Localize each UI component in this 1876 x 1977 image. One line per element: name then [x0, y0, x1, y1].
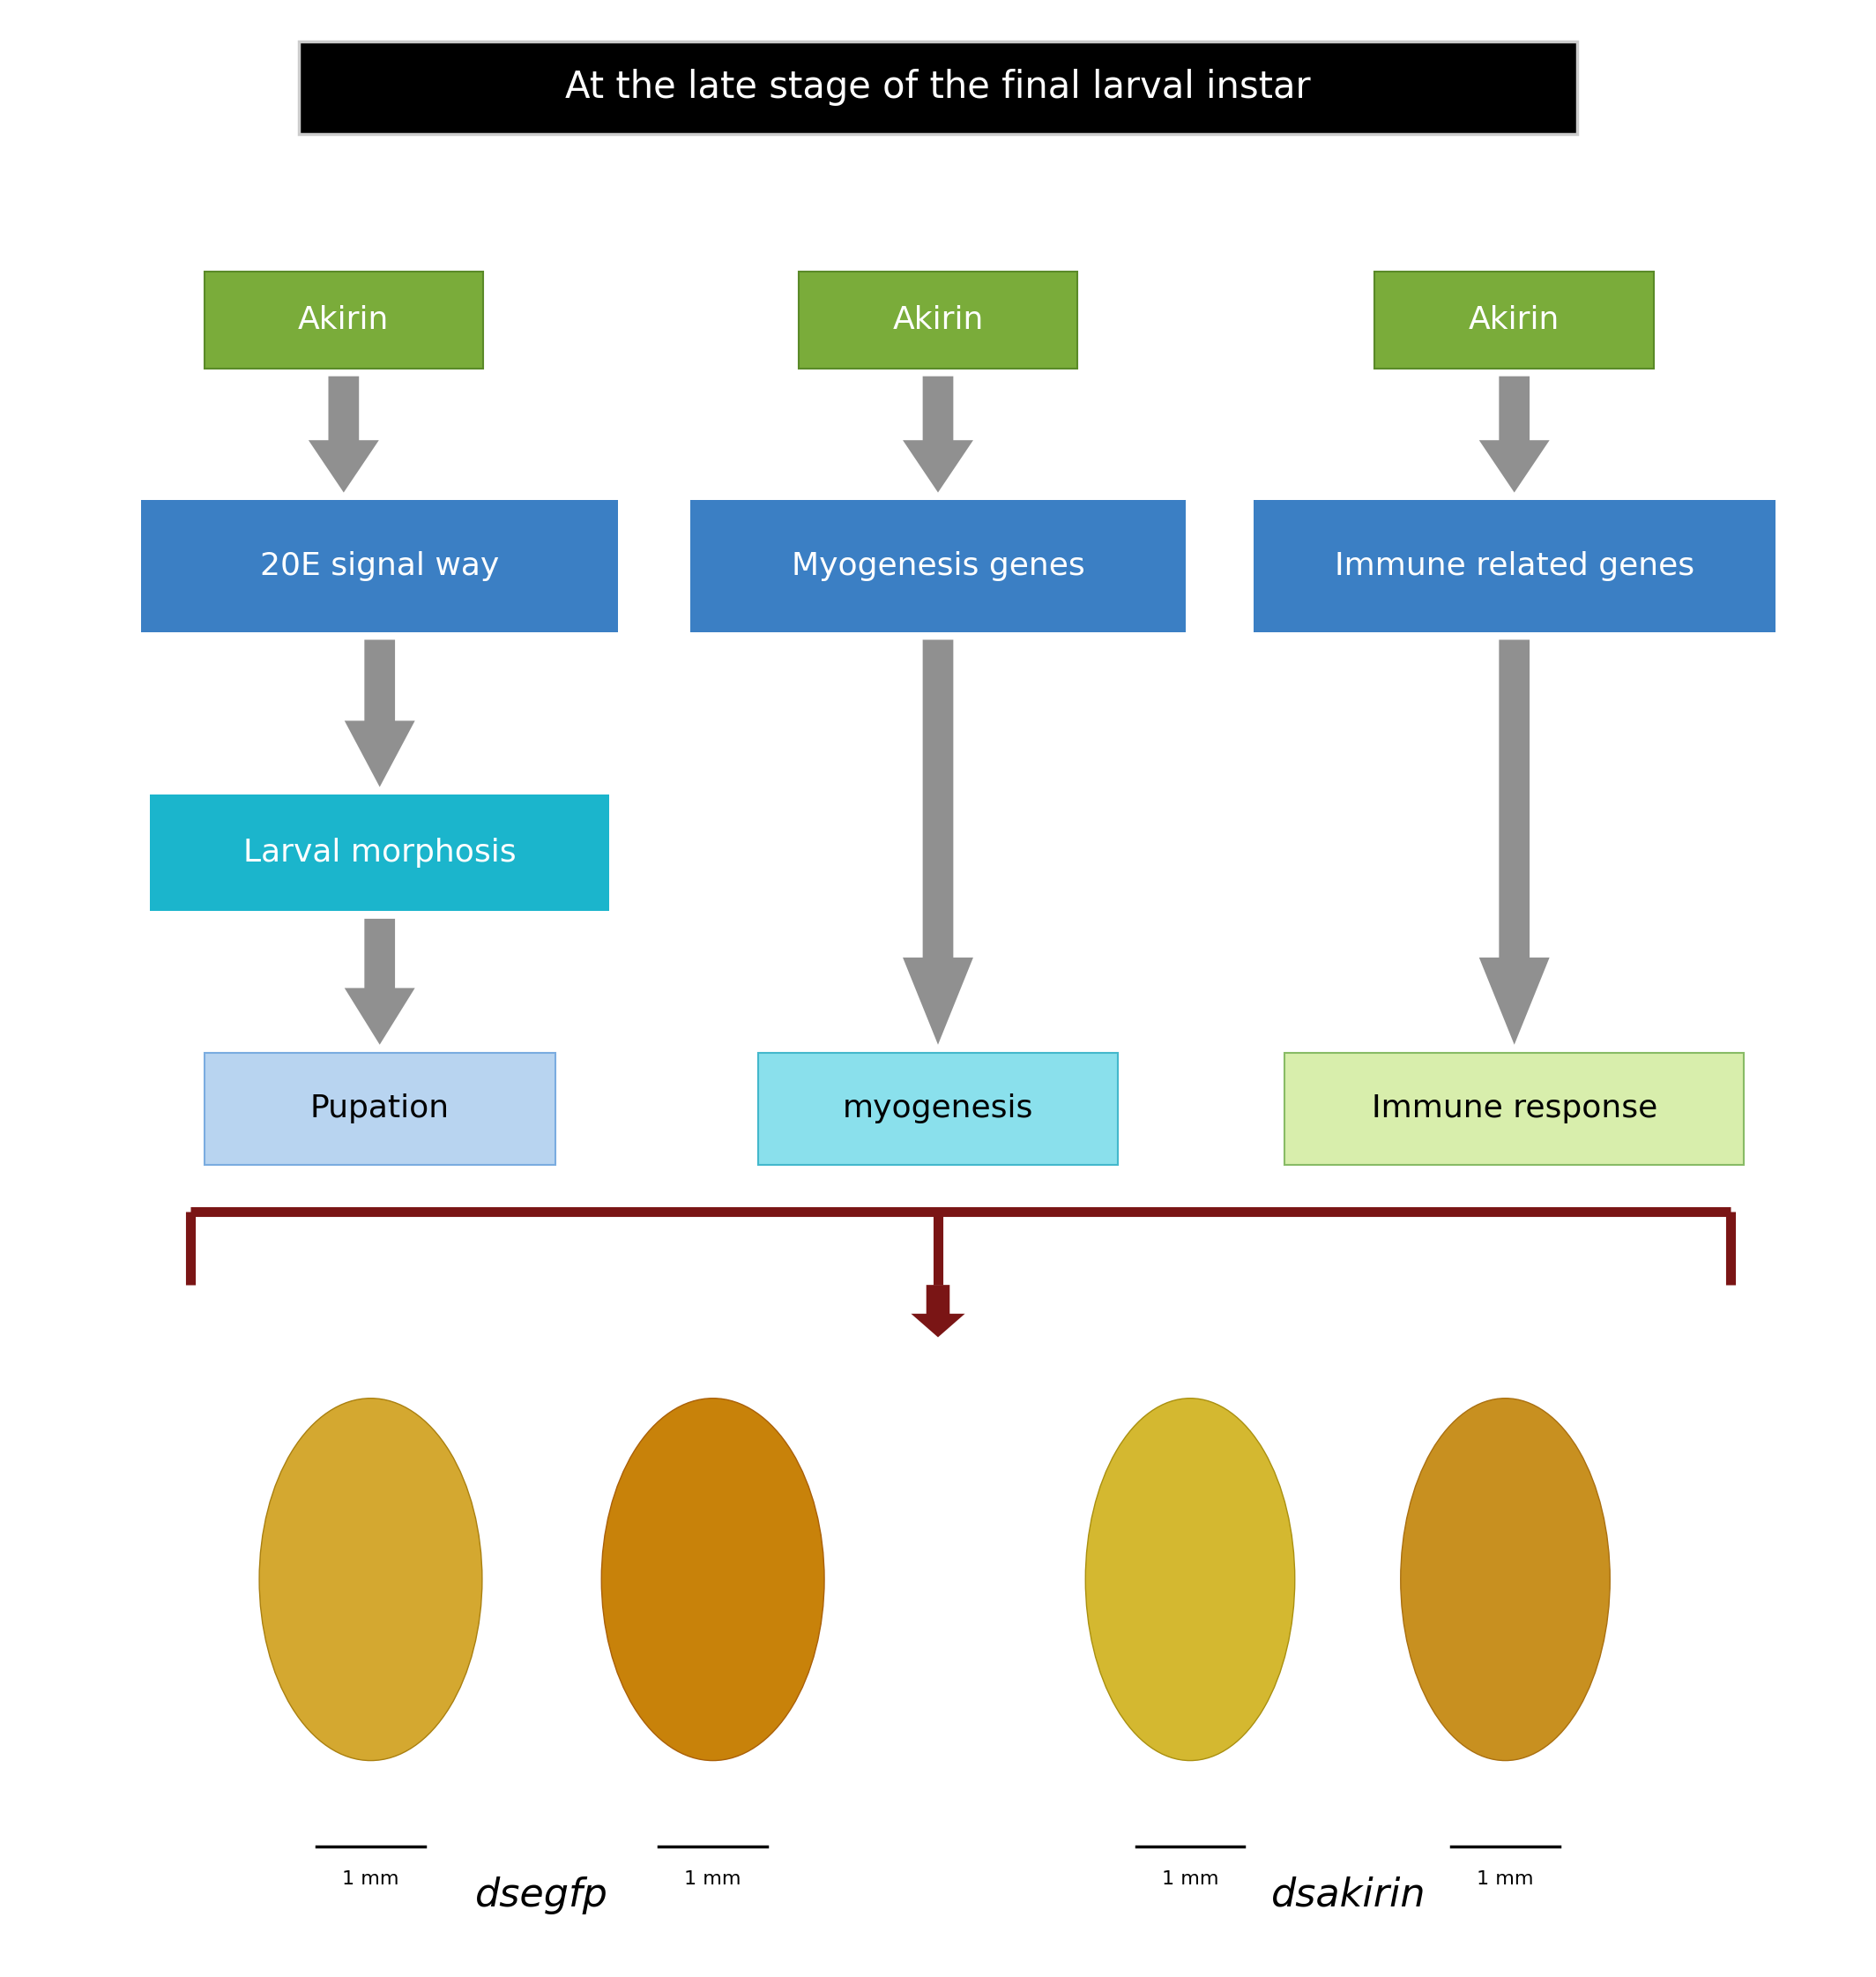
FancyArrow shape	[902, 641, 974, 1044]
Text: 1 mm: 1 mm	[341, 1870, 400, 1888]
Text: 1 mm: 1 mm	[1161, 1870, 1219, 1888]
Text: Myogenesis genes: Myogenesis genes	[792, 552, 1084, 581]
Text: Akirin: Akirin	[298, 304, 388, 334]
Bar	[204, 1052, 555, 1164]
Text: dsakirin: dsakirin	[1272, 1876, 1426, 1914]
Text: Larval morphosis: Larval morphosis	[244, 838, 516, 868]
Ellipse shape	[1401, 1398, 1610, 1762]
Text: Immune related genes: Immune related genes	[1334, 552, 1694, 581]
Bar	[298, 42, 1578, 134]
FancyArrow shape	[308, 376, 379, 492]
FancyArrow shape	[345, 641, 415, 787]
Ellipse shape	[259, 1398, 482, 1762]
Bar	[690, 500, 1186, 633]
FancyArrow shape	[1478, 376, 1550, 492]
Text: Akirin: Akirin	[893, 304, 983, 334]
Text: Akirin: Akirin	[1469, 304, 1559, 334]
Bar	[204, 271, 484, 368]
Ellipse shape	[602, 1398, 824, 1762]
Bar	[221, 1386, 520, 1811]
Text: dsegfp: dsegfp	[475, 1876, 608, 1914]
Bar	[150, 795, 610, 911]
Text: myogenesis: myogenesis	[842, 1093, 1034, 1123]
Bar	[758, 1052, 1118, 1164]
Text: 1 mm: 1 mm	[1476, 1870, 1535, 1888]
Bar	[1051, 1386, 1330, 1811]
Text: Immune response: Immune response	[1371, 1093, 1657, 1123]
FancyArrow shape	[345, 919, 415, 1044]
FancyArrow shape	[912, 1285, 964, 1336]
Bar	[1253, 500, 1775, 633]
Bar	[1366, 1386, 1645, 1811]
Bar	[565, 1386, 861, 1811]
Text: 1 mm: 1 mm	[685, 1870, 741, 1888]
FancyArrow shape	[902, 376, 974, 492]
Bar	[1375, 271, 1655, 368]
Bar	[799, 271, 1077, 368]
Ellipse shape	[1086, 1398, 1294, 1762]
Text: At the late stage of the final larval instar: At the late stage of the final larval in…	[565, 69, 1311, 107]
Text: 20E signal way: 20E signal way	[261, 552, 499, 581]
Text: Pupation: Pupation	[310, 1093, 450, 1123]
FancyArrow shape	[1478, 641, 1550, 1044]
Bar	[141, 500, 619, 633]
Bar	[1285, 1052, 1745, 1164]
